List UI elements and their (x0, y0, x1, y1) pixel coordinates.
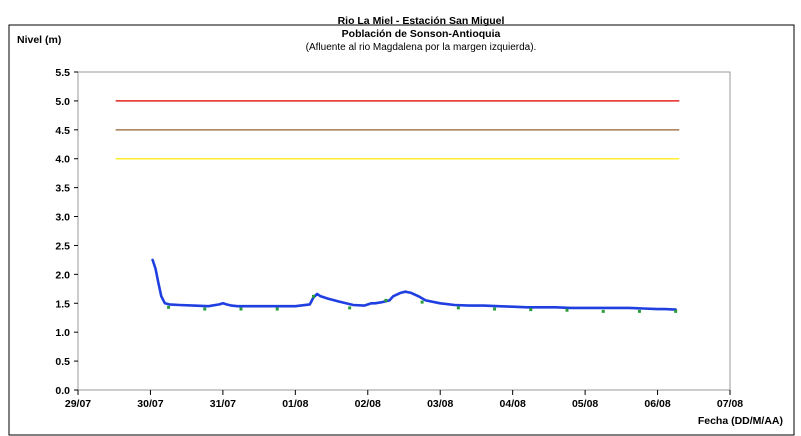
data-point (637, 309, 641, 313)
data-point (529, 308, 533, 312)
y-axis-label: Nivel (m) (17, 34, 61, 46)
data-point (167, 305, 171, 309)
x-axis: 29/07 30/07 31/07 01/08 02/08 03/08 04/08 05/08… (65, 390, 743, 410)
x-tick-label: 03/08 (427, 398, 453, 410)
level-series-line (151, 258, 678, 311)
data-point (420, 300, 424, 304)
y-tick-label: 3.0 (55, 212, 70, 224)
threshold-lines (115, 100, 680, 160)
data-point (493, 307, 497, 311)
data-point (456, 306, 460, 310)
y-tick-label: 3.5 (55, 183, 70, 195)
x-tick-label: 31/07 (210, 398, 236, 410)
x-tick-label: 06/08 (644, 398, 670, 410)
data-point (601, 309, 605, 313)
y-tick-label: 5.5 (55, 67, 70, 79)
x-tick-label: 30/07 (137, 398, 163, 410)
x-tick-label: 01/08 (282, 398, 308, 410)
x-tick-label: 05/08 (572, 398, 598, 410)
data-point (348, 306, 352, 310)
chart-title-line-2: Población de Sonson-Antioquia (342, 28, 501, 40)
y-tick-label: 4.0 (55, 154, 70, 166)
y-tick-label: 2.5 (55, 240, 70, 252)
chart-title-line-1: Rio La Miel - Estación San Miguel (338, 15, 505, 27)
y-tick-label: 1.5 (55, 298, 70, 310)
y-tick-label: 4.5 (55, 125, 70, 137)
x-axis-label: Fecha (DD/M/AA) (698, 415, 783, 427)
x-tick-label: 29/07 (65, 398, 91, 410)
y-tick-label: 0.5 (55, 356, 70, 368)
x-tick-label: 02/08 (355, 398, 381, 410)
chart-subtitle: (Afluente al rio Magdalena por la margen… (306, 42, 537, 53)
y-axis: 0.0 0.5 1.0 1.5 2.0 2.5 3.0 3.5 4.0 4.5 5.0 5.5 (55, 67, 78, 397)
plot-area (77, 71, 731, 391)
y-tick-label: 1.0 (55, 327, 70, 339)
y-tick-label: 5.0 (55, 96, 70, 108)
data-point (203, 307, 207, 311)
data-point (311, 294, 315, 298)
x-tick-label: 04/08 (500, 398, 526, 410)
series-group (151, 258, 678, 313)
y-tick-label: 0.0 (55, 385, 70, 397)
y-tick-label: 2.0 (55, 269, 70, 281)
data-point (239, 307, 243, 311)
data-point (275, 307, 279, 311)
chart-frame (8, 24, 795, 436)
x-tick-label: 07/08 (717, 398, 743, 410)
data-point (565, 308, 569, 312)
data-point (674, 309, 678, 313)
data-point (384, 298, 388, 302)
